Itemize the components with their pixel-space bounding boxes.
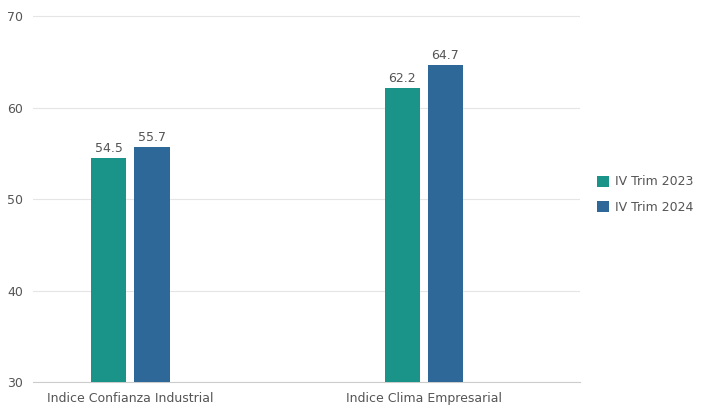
Text: 64.7: 64.7: [431, 49, 459, 62]
Bar: [428, 65, 463, 412]
Bar: [384, 87, 420, 412]
Text: 62.2: 62.2: [389, 72, 416, 85]
Legend: IV Trim 2023, IV Trim 2024: IV Trim 2023, IV Trim 2024: [592, 171, 699, 219]
Text: 54.5: 54.5: [95, 142, 123, 155]
Bar: [91, 158, 126, 412]
Bar: [134, 147, 170, 412]
Text: 55.7: 55.7: [138, 131, 166, 144]
